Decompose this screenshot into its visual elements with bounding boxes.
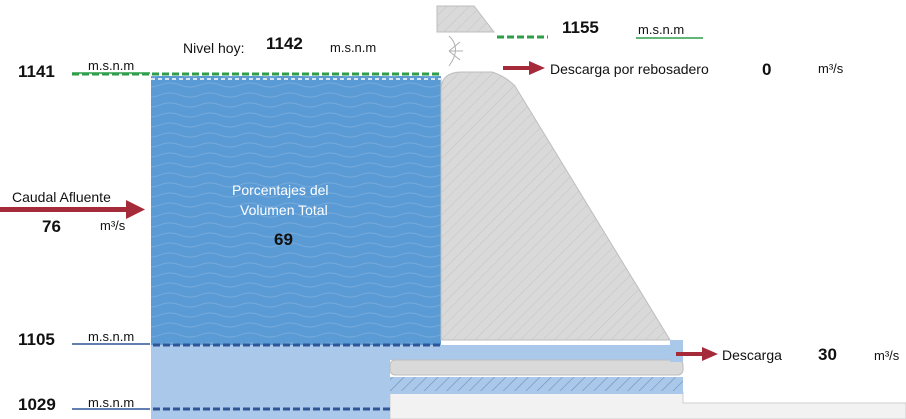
inflow-arrow-icon (0, 200, 145, 219)
outlet-right-strip (670, 340, 683, 362)
normal-max-level-unit: m.s.n.m (88, 58, 135, 73)
outlet-slab (389, 359, 684, 376)
min-operating-level-value: 1105 (18, 330, 55, 349)
inflow-unit: m³/s (100, 218, 126, 233)
discharge-arrow-icon (676, 347, 718, 361)
outlet-lower-water (390, 391, 683, 394)
volume-label-line2: Volumen Total (240, 202, 328, 218)
spillway-crest (436, 5, 496, 33)
spillway-label: Descarga por rebosadero (550, 61, 709, 77)
discharge-label: Descarga (722, 347, 782, 363)
max-flood-level-value: 1155 (562, 18, 599, 37)
today-level-label: Nivel hoy: (183, 40, 245, 56)
radial-gate-icon (448, 35, 463, 67)
dead-level-unit: m.s.n.m (88, 395, 135, 410)
volume-percentage-value: 69 (274, 230, 293, 249)
reservoir-light-water (151, 340, 390, 419)
spillway-value: 0 (762, 60, 772, 79)
spillway-unit: m³/s (818, 61, 844, 76)
foundation (389, 391, 906, 419)
max-flood-level-unit: m.s.n.m (638, 22, 685, 37)
inflow-label: Caudal Afluente (12, 189, 111, 205)
outlet-hatched-band-pattern (390, 377, 683, 391)
discharge-unit: m³/s (874, 348, 900, 363)
normal-max-level-value: 1141 (18, 62, 55, 81)
dead-level-value: 1029 (18, 395, 56, 414)
today-level-unit: m.s.n.m (330, 40, 377, 55)
volume-label-line1: Porcentajes del (232, 182, 329, 198)
spillway-arrow-icon (503, 61, 545, 75)
discharge-value: 30 (818, 345, 837, 364)
today-level-value: 1142 (266, 34, 303, 53)
min-operating-level-unit: m.s.n.m (88, 329, 135, 344)
outlet-channel (390, 345, 683, 360)
inflow-value: 76 (42, 217, 61, 236)
dam-body (440, 71, 671, 341)
reservoir-wave-texture (151, 76, 441, 345)
